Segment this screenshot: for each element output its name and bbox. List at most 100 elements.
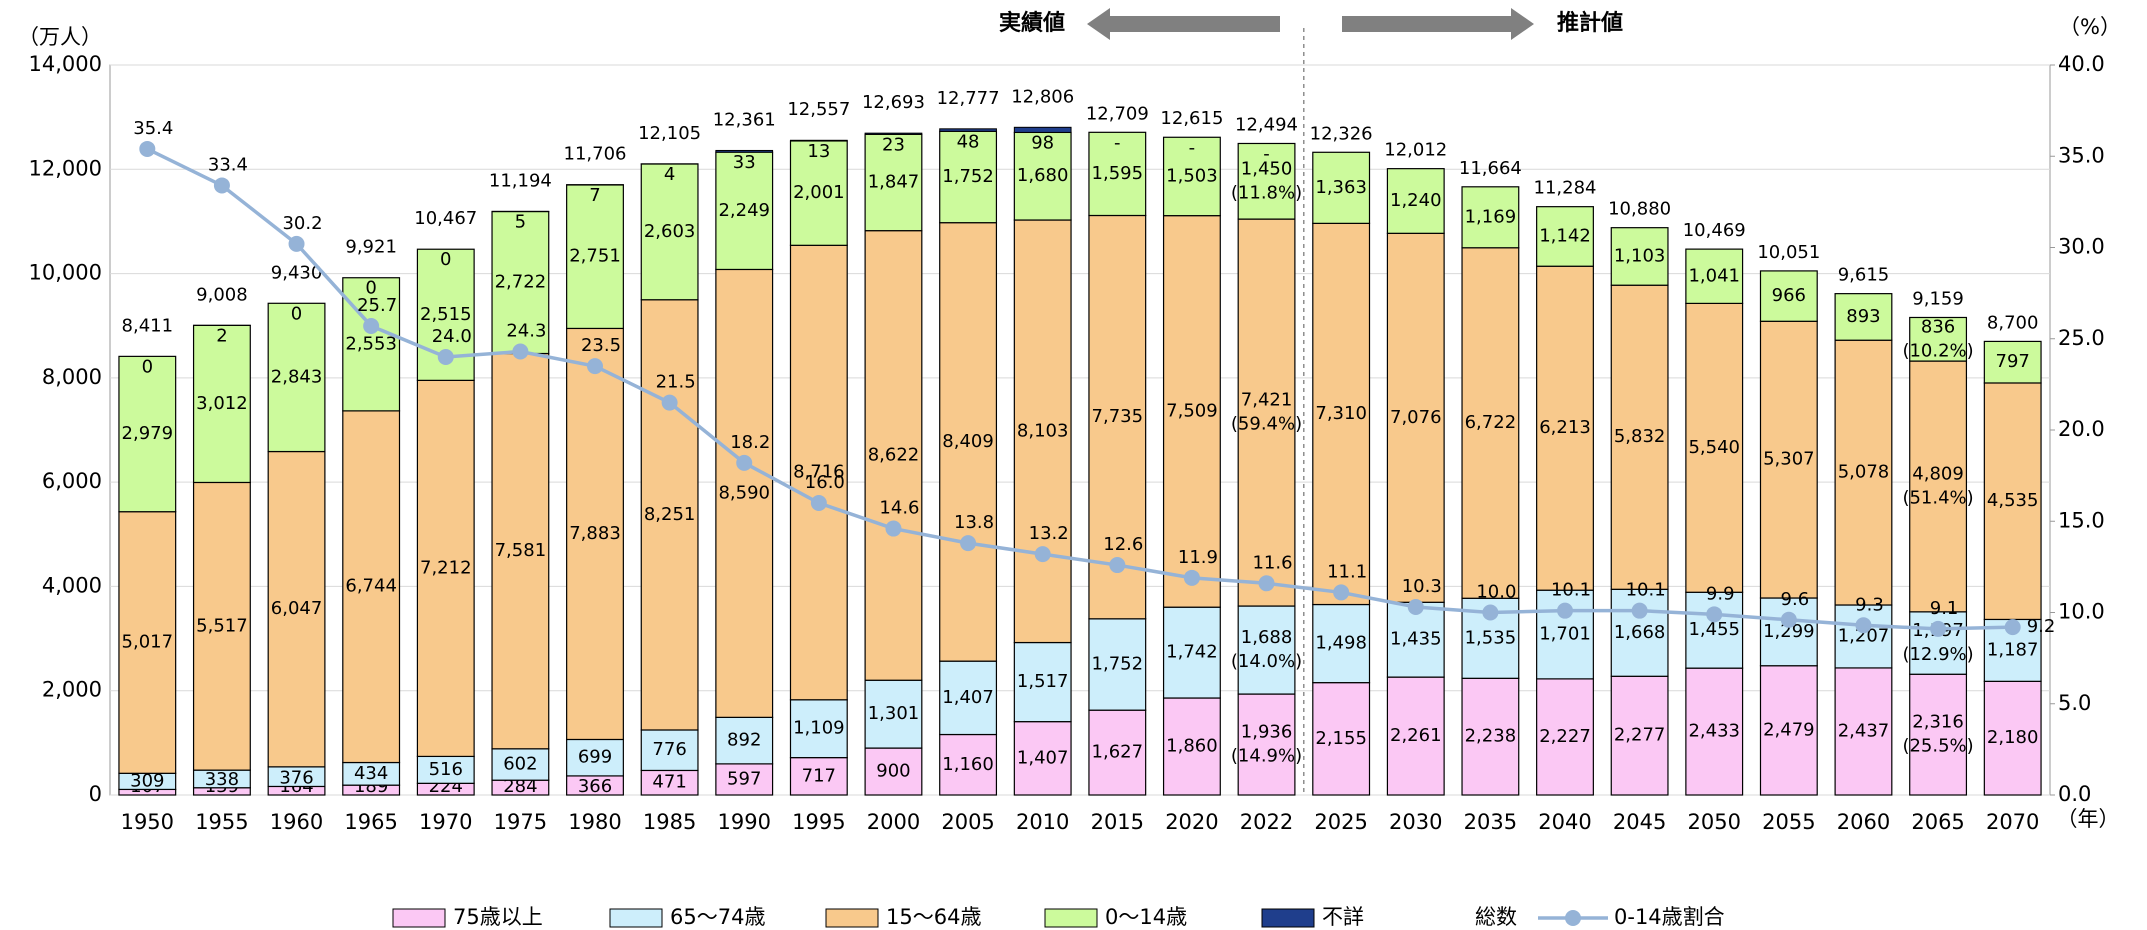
- segment-label: 1,752: [1092, 653, 1144, 674]
- total-label: 10,051: [1757, 242, 1820, 263]
- legend-label: 0-14歳割合: [1614, 905, 1725, 929]
- segment-label: 1,142: [1539, 225, 1591, 246]
- ratio-label: 30.2: [282, 213, 322, 234]
- segment-label: 4,809: [1912, 463, 1964, 484]
- total-label: 9,615: [1838, 265, 1890, 286]
- bar-segment: [1536, 265, 1594, 591]
- legend-swatch: [1261, 908, 1315, 928]
- ratio-point: [587, 358, 603, 375]
- segment-label: 6,744: [345, 576, 397, 597]
- ratio-label: 11.1: [1327, 561, 1367, 582]
- x-tick-label: 2050: [1688, 810, 1741, 834]
- total-label: 11,284: [1534, 178, 1597, 199]
- ratio-point: [1930, 620, 1947, 637]
- y-tick-label: 6,000: [42, 469, 102, 493]
- segment-label: 2: [216, 325, 227, 346]
- bar-segment: [566, 184, 624, 330]
- segment-label: 1,435: [1390, 629, 1442, 650]
- segment-label: 7,883: [569, 523, 621, 544]
- bar-segment: [939, 130, 998, 224]
- total-label: 12,012: [1384, 140, 1447, 161]
- bar-segment: [1983, 680, 2042, 796]
- segment-label: 8,251: [644, 504, 696, 525]
- total-label: 12,105: [638, 123, 701, 144]
- ratio-label: 13.2: [1029, 523, 1069, 544]
- segment-label: 1,169: [1465, 206, 1517, 227]
- total-label: 9,008: [196, 284, 248, 305]
- ratio-point: [1706, 606, 1723, 623]
- ratio-point: [1780, 611, 1797, 628]
- x-tick-label: 2040: [1538, 810, 1591, 834]
- segment-label: 1,363: [1315, 177, 1367, 198]
- annotation: 実績値: [999, 10, 1065, 36]
- bar-segment: [1162, 697, 1221, 796]
- segment-label: 2,238: [1465, 726, 1517, 747]
- x-tick-label: 2030: [1389, 810, 1442, 834]
- ratio-label: 24.0: [432, 326, 472, 347]
- ratio-point: [810, 495, 827, 511]
- segment-label: 4,535: [1987, 490, 2039, 511]
- bar-segment: [939, 660, 998, 736]
- share-label: (14.9%): [1231, 746, 1302, 767]
- bar-segment: [192, 324, 251, 484]
- segment-label: 2,277: [1614, 725, 1666, 746]
- total-label: 9,921: [345, 237, 397, 258]
- x-tick-label: 2055: [1762, 810, 1815, 834]
- arrow: [1342, 8, 1534, 40]
- ratio-label: 10.1: [1626, 580, 1666, 601]
- bar-segment: [789, 699, 848, 759]
- total-label: 10,880: [1608, 199, 1671, 220]
- ratio-point: [885, 520, 902, 537]
- bar-segment: [1759, 270, 1818, 322]
- bar-segment: [491, 210, 550, 355]
- total-label: 10,467: [414, 208, 477, 229]
- ratio-point: [363, 317, 380, 334]
- segment-label: 48: [957, 131, 980, 152]
- segment-label: -: [1263, 143, 1270, 164]
- x-tick-label: 2005: [941, 810, 994, 834]
- segment-label: 602: [503, 753, 537, 774]
- total-label: 12,326: [1310, 123, 1373, 144]
- bar-segment: [1237, 693, 1296, 796]
- segment-label: 2,180: [1987, 727, 2039, 748]
- segment-label: 471: [652, 772, 686, 793]
- segment-label: 1,517: [1017, 671, 1069, 692]
- x-tick-label: 2045: [1613, 810, 1666, 834]
- bar-segment: [1162, 136, 1221, 217]
- segment-label: 1,680: [1017, 165, 1069, 186]
- legend-label: 総数: [1475, 905, 1517, 929]
- bar-segment: [1536, 678, 1594, 796]
- segment-label: 1,450: [1241, 158, 1293, 179]
- y-tick-label: 14,000: [29, 52, 102, 76]
- segment-label: 7,581: [495, 540, 547, 561]
- total-label: 8,411: [122, 315, 174, 336]
- segment-label: 836: [1921, 316, 1955, 337]
- bar-segment: [1909, 673, 1968, 796]
- segment-label: 7,310: [1315, 403, 1367, 424]
- y2-tick-label: 0.0: [2058, 782, 2091, 806]
- x-tick-label: 2035: [1464, 810, 1517, 834]
- segment-label: 7,076: [1390, 407, 1442, 428]
- segment-label: 1,503: [1166, 165, 1218, 186]
- segment-label: 966: [1772, 285, 1806, 306]
- segment-label: 1,407: [1017, 747, 1069, 768]
- legend-label: 75歳以上: [453, 905, 543, 929]
- legend-swatch: [392, 908, 446, 928]
- bar-segment: [789, 244, 848, 701]
- segment-label: 33: [733, 152, 756, 173]
- y2-tick-label: 5.0: [2058, 691, 2091, 715]
- total-label: 11,194: [489, 170, 552, 191]
- ratio-point: [213, 177, 230, 194]
- bar-segment: [267, 302, 326, 453]
- ratio-label: 11.6: [1252, 552, 1292, 573]
- bar-segment: [1834, 339, 1893, 606]
- segment-label: 8,409: [942, 431, 994, 452]
- y2-tick-label: 35.0: [2058, 143, 2105, 167]
- bar-segment: [715, 149, 774, 153]
- ratio-point: [437, 349, 454, 365]
- ratio-label: 9.3: [1855, 594, 1884, 615]
- bar-segment: [640, 299, 699, 731]
- y-tick-label: 12,000: [29, 156, 102, 180]
- segment-label: 23: [882, 134, 905, 155]
- segment-label: 5,517: [196, 615, 248, 636]
